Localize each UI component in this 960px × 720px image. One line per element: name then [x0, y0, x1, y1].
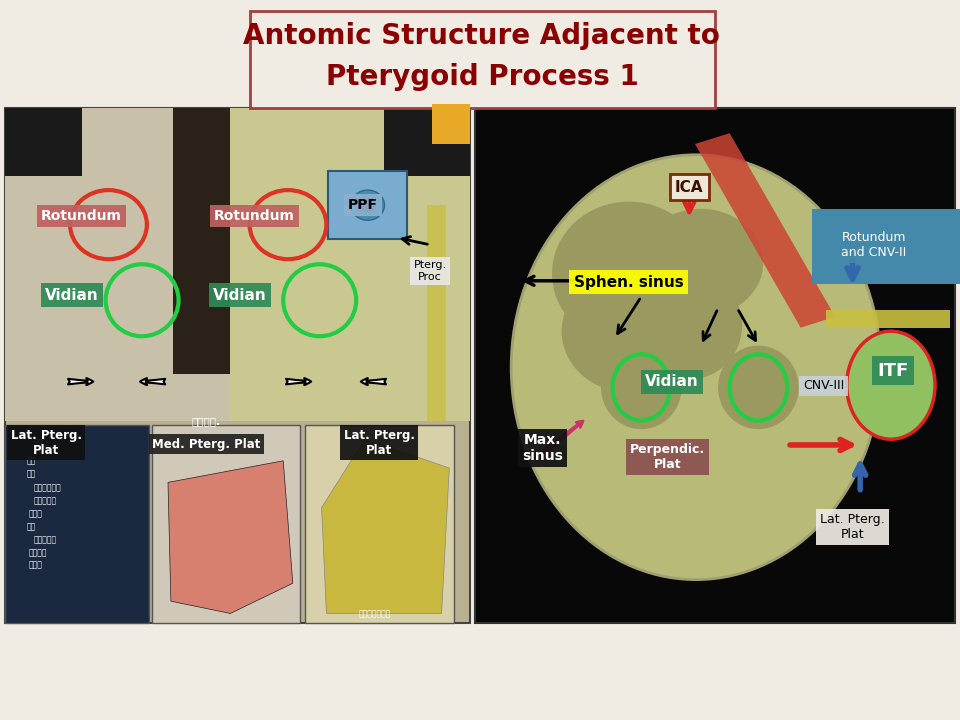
- FancyBboxPatch shape: [230, 108, 470, 421]
- FancyBboxPatch shape: [384, 108, 470, 176]
- Ellipse shape: [359, 197, 376, 213]
- Ellipse shape: [511, 155, 881, 580]
- Text: 隐凹边缘: 隐凹边缘: [29, 549, 47, 557]
- Ellipse shape: [718, 346, 799, 429]
- Text: ICA: ICA: [675, 180, 704, 194]
- Text: Vidian: Vidian: [45, 288, 99, 302]
- Ellipse shape: [601, 346, 682, 429]
- FancyBboxPatch shape: [432, 104, 470, 144]
- Text: PPF: PPF: [348, 198, 378, 212]
- FancyBboxPatch shape: [812, 209, 960, 284]
- Text: 翼勾: 翼勾: [27, 523, 36, 531]
- Text: Perpendic.
Plat: Perpendic. Plat: [630, 444, 705, 471]
- Text: Pterg.
Proc: Pterg. Proc: [414, 260, 446, 282]
- FancyBboxPatch shape: [5, 108, 470, 623]
- Ellipse shape: [351, 190, 384, 220]
- Text: Max.
sinus: Max. sinus: [522, 433, 563, 463]
- Polygon shape: [168, 461, 293, 613]
- Text: 颈上裂: 颈上裂: [34, 438, 47, 447]
- Polygon shape: [695, 133, 835, 328]
- FancyBboxPatch shape: [305, 425, 454, 623]
- FancyBboxPatch shape: [475, 108, 955, 623]
- Text: Vidian: Vidian: [213, 288, 267, 302]
- FancyBboxPatch shape: [5, 425, 149, 623]
- Text: Vidian: Vidian: [645, 374, 699, 389]
- Text: 锥突附着点: 锥突附着点: [34, 536, 57, 544]
- Text: 园孔: 园孔: [27, 456, 36, 465]
- Ellipse shape: [636, 271, 742, 379]
- Text: Sphen. sinus: Sphen. sinus: [574, 275, 684, 289]
- Ellipse shape: [638, 209, 763, 317]
- FancyBboxPatch shape: [427, 205, 446, 421]
- FancyBboxPatch shape: [5, 108, 235, 421]
- Text: ICA: ICA: [675, 180, 704, 194]
- Text: 翼板融合处: 翼板融合处: [34, 497, 57, 505]
- FancyBboxPatch shape: [173, 108, 288, 374]
- Text: Rotundum: Rotundum: [41, 209, 122, 223]
- Text: Med. Pterg. Plat: Med. Pterg. Plat: [153, 438, 260, 451]
- Text: Lat. Pterg.
Plat: Lat. Pterg. Plat: [344, 429, 415, 456]
- Text: 翼外板: 翼外板: [29, 561, 42, 570]
- Polygon shape: [826, 310, 950, 328]
- Polygon shape: [322, 439, 449, 613]
- Text: ITF: ITF: [877, 362, 908, 380]
- Text: Lat. Pterg.
Plat: Lat. Pterg. Plat: [11, 429, 82, 456]
- Ellipse shape: [562, 270, 696, 392]
- Ellipse shape: [847, 331, 935, 439]
- Text: 翼内板: 翼内板: [29, 510, 42, 518]
- Text: Rotundum
and CNV-II: Rotundum and CNV-II: [841, 231, 906, 258]
- Text: CNV-III: CNV-III: [804, 379, 844, 392]
- Text: 翼鞍窝后界范围: 翼鞍窝后界范围: [358, 609, 391, 618]
- Text: Lat. Pterg.
Plat: Lat. Pterg. Plat: [820, 513, 885, 541]
- Text: 翼管: 翼管: [27, 469, 36, 478]
- FancyBboxPatch shape: [328, 171, 407, 239]
- Text: Pterygoid Process 1: Pterygoid Process 1: [325, 63, 638, 91]
- Text: 内侧翼板.: 内侧翼板.: [192, 416, 221, 426]
- FancyBboxPatch shape: [250, 11, 715, 108]
- Text: Rotundum: Rotundum: [214, 209, 295, 223]
- Text: 翼突板部凹陷: 翼突板部凹陷: [34, 484, 61, 492]
- FancyBboxPatch shape: [5, 108, 82, 176]
- Text: Antomic Structure Adjacent to: Antomic Structure Adjacent to: [244, 22, 720, 50]
- FancyBboxPatch shape: [152, 425, 300, 623]
- Ellipse shape: [552, 202, 706, 346]
